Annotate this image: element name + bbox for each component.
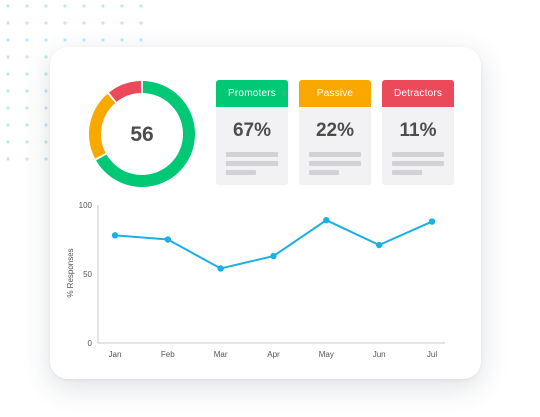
data-point-jul [428, 218, 436, 225]
x-tick-label: Apr [267, 350, 280, 359]
y-axis-label: % Responses [66, 248, 75, 297]
decor-dot [25, 72, 29, 76]
passive-placeholder-lines [299, 142, 371, 175]
y-tick-label: 50 [83, 270, 92, 279]
x-tick-label: Jun [373, 350, 386, 359]
decor-dot [63, 21, 67, 25]
decor-dot [82, 38, 86, 42]
decor-dot [101, 21, 105, 25]
promoters-value: 67% [232, 120, 272, 141]
detractors-tile: Detractors 11% [382, 80, 454, 185]
decor-dot [120, 21, 124, 25]
promoters-tile: Promoters 67% [216, 80, 288, 185]
decor-dot [44, 4, 48, 8]
decor-dot [82, 4, 86, 8]
data-point-jun [375, 241, 383, 249]
data-point-may [323, 216, 330, 224]
x-tick-label: Jul [427, 350, 437, 359]
decor-dot [44, 72, 48, 76]
decor-dot [25, 89, 29, 93]
decor-dot [25, 55, 29, 59]
x-tick-label: Jan [109, 350, 122, 359]
decor-dot [6, 38, 10, 42]
decor-dot [25, 123, 29, 127]
decor-dot [101, 38, 105, 42]
decor-dot [6, 89, 10, 93]
decor-dot [63, 38, 67, 42]
decorative-dot-grid [6, 4, 143, 161]
decor-dot [139, 38, 143, 42]
donut-slice-detractors [109, 81, 142, 102]
decor-dot [44, 140, 48, 144]
responses-line-chart: % Responses 0 50 100 Jan Feb Mar Apr May Jun Jul [66, 201, 445, 359]
decor-dot [6, 4, 10, 8]
y-tick-label: 0 [88, 339, 93, 348]
decor-dot [120, 38, 124, 42]
promoters-placeholder-lines [216, 142, 288, 175]
decor-dot [25, 21, 29, 25]
decor-dot [25, 140, 29, 144]
passive-value: 22% [315, 120, 355, 141]
decor-dot [44, 89, 48, 93]
decor-dot [25, 38, 29, 42]
decor-dot [6, 140, 10, 144]
decor-dot [6, 123, 10, 127]
data-point-apr [270, 252, 277, 260]
decor-dot [6, 55, 10, 59]
decor-dot [6, 72, 10, 76]
decor-dot [101, 4, 105, 8]
decor-dot [25, 106, 29, 110]
decor-dot [44, 38, 48, 42]
passive-header: Passive [299, 80, 371, 107]
y-tick-label: 100 [79, 201, 93, 210]
decor-dot [6, 106, 10, 110]
series-line [114, 219, 433, 270]
donut-slice-passive [89, 93, 116, 159]
decor-dot [44, 157, 48, 161]
decor-dot [44, 106, 48, 110]
x-tick-label: Feb [161, 350, 175, 359]
nps-donut-chart: 56 [89, 81, 195, 187]
x-tick-label: May [319, 350, 334, 359]
decor-dot [44, 55, 48, 59]
passive-tile: Passive 22% [299, 80, 371, 185]
data-point-jan [111, 232, 119, 239]
decor-dot [120, 4, 124, 8]
decor-dot [6, 157, 10, 161]
x-tick-label: Mar [214, 350, 228, 359]
decor-dot [6, 21, 10, 25]
decor-dot [82, 21, 86, 25]
detractors-value: 11% [399, 120, 437, 141]
nps-score: 56 [130, 123, 153, 146]
detractors-placeholder-lines [382, 142, 454, 175]
decor-dot [139, 21, 143, 25]
data-point-feb [164, 236, 172, 243]
decor-dot [63, 4, 67, 8]
decor-dot [44, 123, 48, 127]
promoters-header: Promoters [216, 80, 288, 107]
decor-dot [44, 21, 48, 25]
decor-dot [25, 4, 29, 8]
decor-dot [25, 157, 29, 161]
detractors-header: Detractors [382, 80, 454, 107]
data-point-mar [217, 265, 224, 272]
decor-dot [139, 4, 143, 8]
